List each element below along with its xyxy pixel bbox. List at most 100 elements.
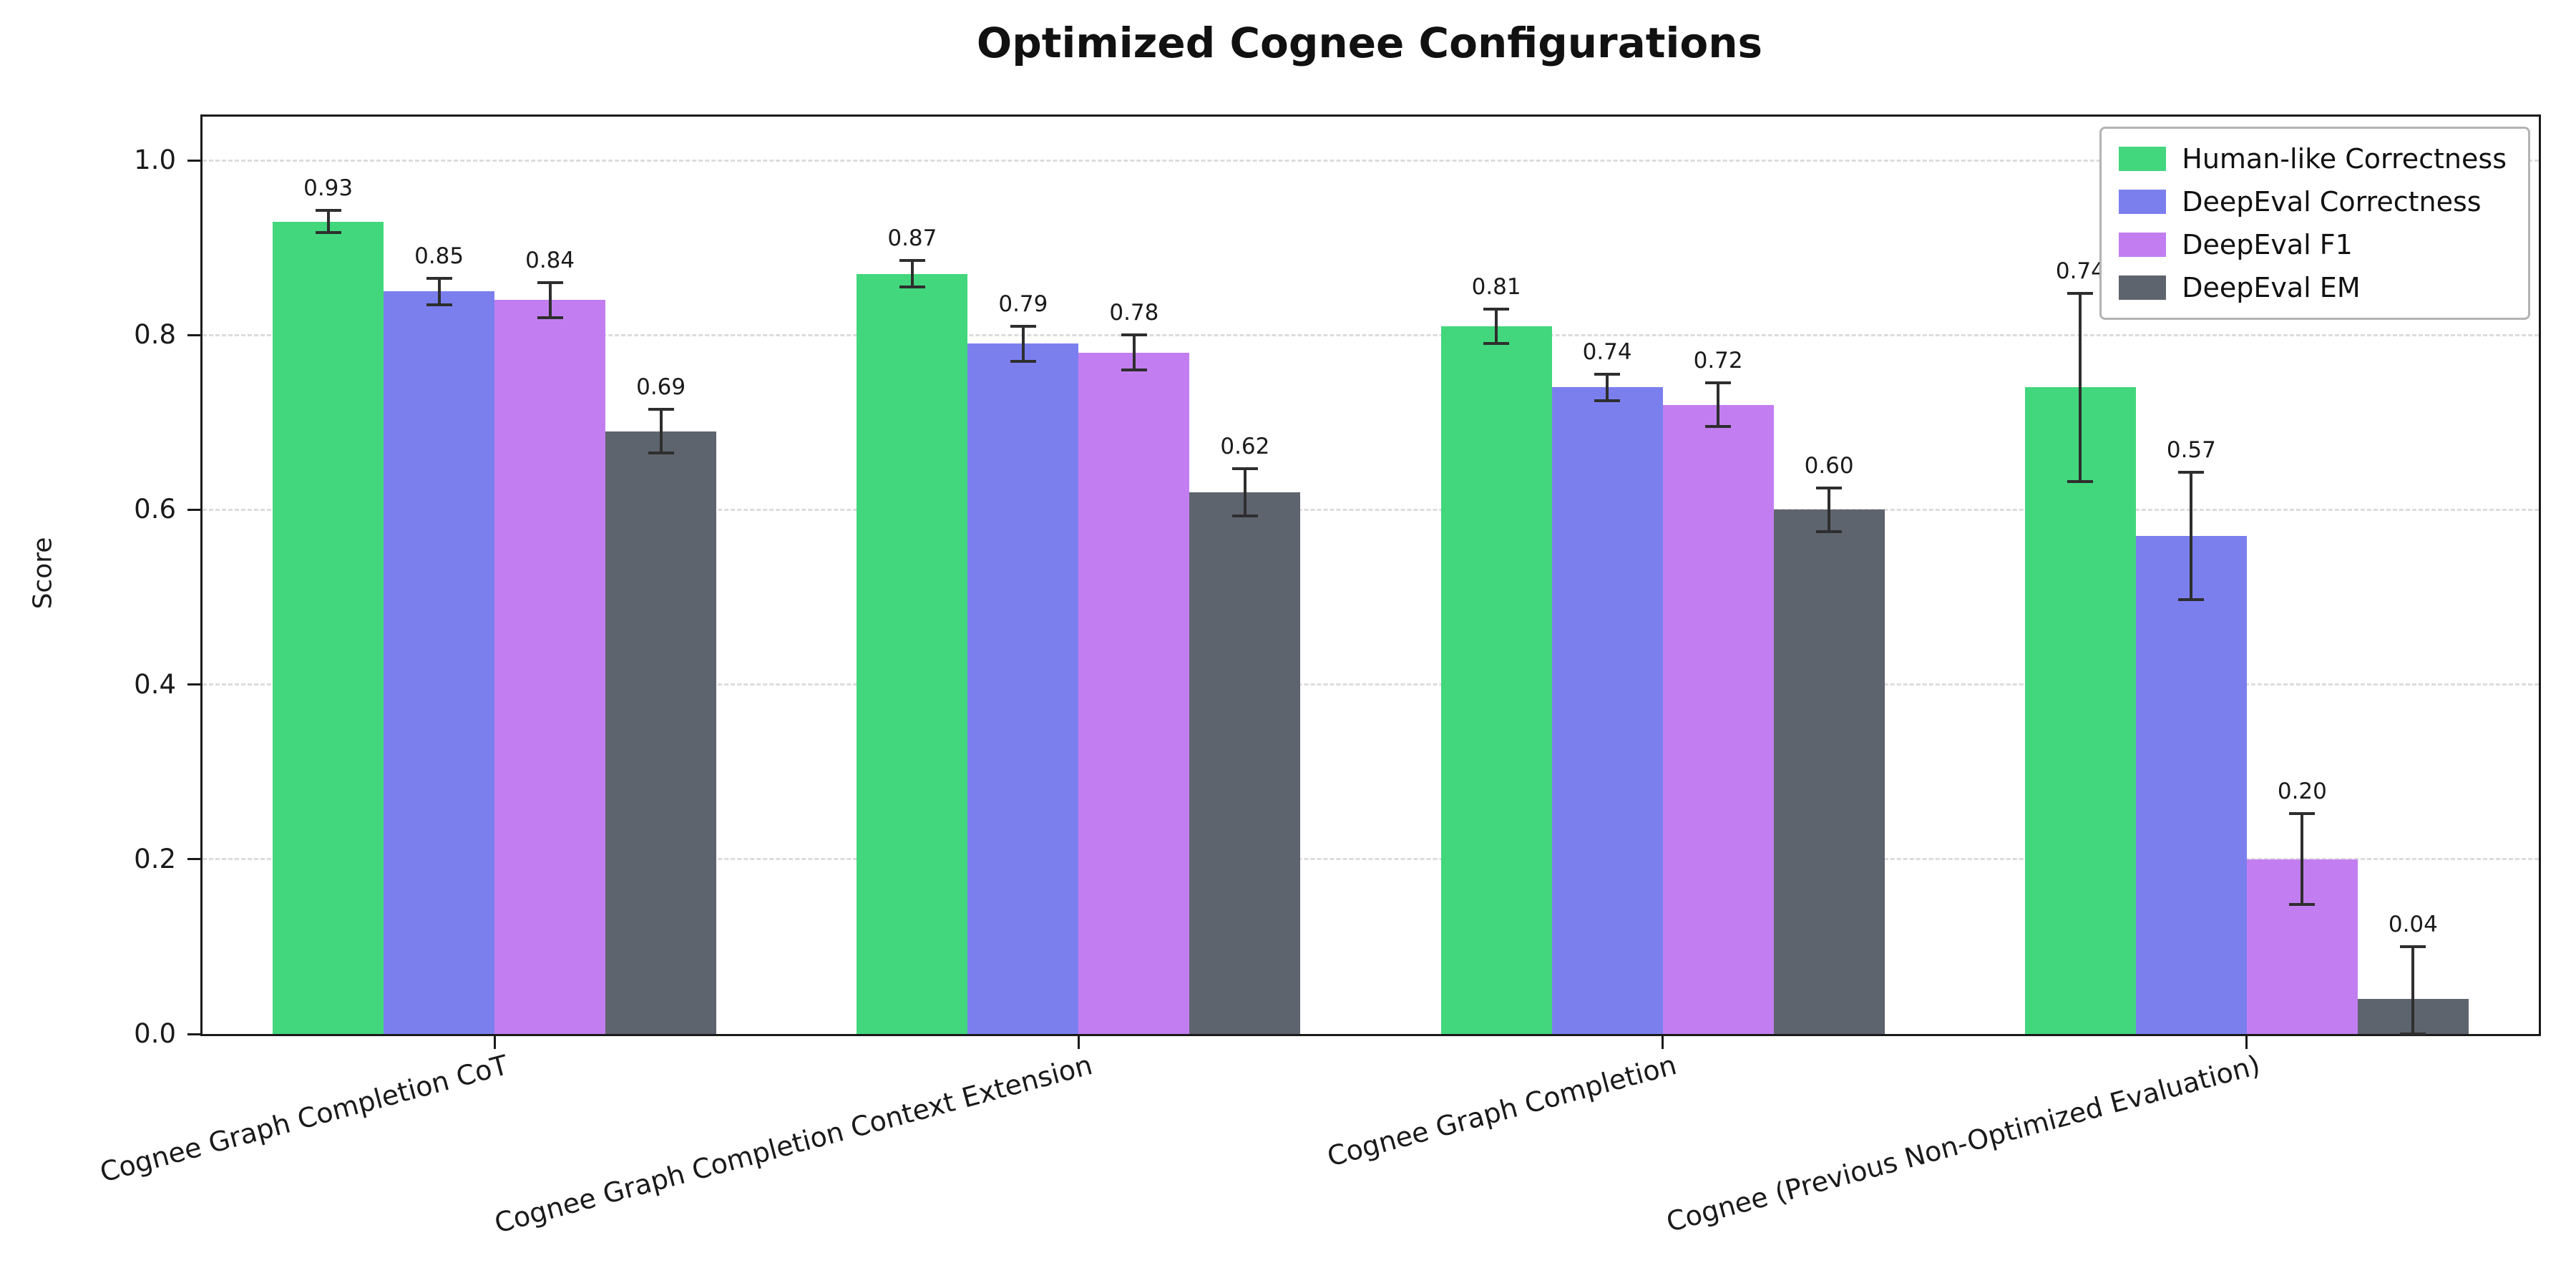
bar bbox=[273, 221, 384, 1034]
error-bar-cap-top bbox=[1705, 381, 1732, 385]
legend-swatch bbox=[2119, 275, 2167, 300]
error-bar-cap-bottom bbox=[315, 231, 341, 235]
x-tick bbox=[1077, 1036, 1080, 1049]
error-bar-cap-top bbox=[2178, 470, 2205, 474]
gridline bbox=[203, 508, 2539, 511]
error-bar bbox=[1021, 326, 1025, 361]
error-bar-cap-bottom bbox=[1231, 514, 1258, 517]
y-tick bbox=[187, 1033, 200, 1035]
bar-value-label: 0.60 bbox=[1804, 452, 1854, 479]
y-tick bbox=[187, 508, 200, 511]
gridline bbox=[203, 159, 2539, 162]
bar bbox=[494, 300, 606, 1034]
x-tick bbox=[493, 1036, 496, 1049]
error-bar-cap-bottom bbox=[1483, 342, 1510, 346]
bar bbox=[1440, 326, 1552, 1034]
error-bar bbox=[1495, 308, 1498, 344]
y-tick-label: 0.2 bbox=[134, 843, 176, 874]
y-axis-label: Score bbox=[28, 537, 58, 610]
legend: Human-like Correctness DeepEval Correctne… bbox=[2099, 127, 2530, 320]
bar-value-label: 0.81 bbox=[1471, 273, 1521, 300]
error-bar-cap-top bbox=[1594, 373, 1621, 376]
error-bar bbox=[1243, 469, 1246, 516]
error-bar-cap-top bbox=[315, 208, 341, 212]
legend-item: DeepEval Correctness bbox=[2119, 186, 2507, 218]
x-tick bbox=[2245, 1036, 2248, 1049]
error-bar-cap-top bbox=[537, 280, 563, 284]
legend-swatch bbox=[2119, 233, 2167, 257]
bar-value-label: 0.87 bbox=[887, 225, 937, 252]
error-bar-cap-top bbox=[1010, 325, 1036, 328]
plot-area: 0.93 0.85 0.84 0.69 0.87 0.79 0.78 0.62 0.81 0.74… bbox=[200, 114, 2541, 1036]
error-bar-cap-bottom bbox=[1594, 399, 1621, 402]
error-bar bbox=[659, 409, 663, 454]
chart-title: Optimized Cognee Configurations bbox=[976, 19, 1763, 67]
error-bar-cap-top bbox=[1231, 467, 1258, 471]
y-tick-label: 0.8 bbox=[134, 319, 176, 351]
error-bar bbox=[2301, 814, 2304, 905]
error-bar bbox=[1828, 487, 1831, 532]
bar bbox=[1773, 509, 1885, 1034]
error-bar-cap-top bbox=[648, 408, 674, 411]
bar-value-label: 0.84 bbox=[525, 247, 575, 273]
y-tick-label: 1.0 bbox=[134, 145, 176, 176]
error-bar-cap-bottom bbox=[537, 316, 563, 319]
gridline bbox=[203, 683, 2539, 686]
error-bar-cap-top bbox=[899, 259, 925, 263]
gridline bbox=[203, 333, 2539, 336]
x-tick-label: Cognee Graph Completion Context Extensio… bbox=[491, 1049, 1096, 1239]
x-tick-label: Cognee Graph Completion CoT bbox=[96, 1049, 512, 1189]
error-bar bbox=[437, 278, 441, 305]
error-bar-cap-bottom bbox=[648, 452, 674, 455]
y-tick-label: 0.6 bbox=[134, 494, 176, 525]
bar-value-label: 0.20 bbox=[2277, 779, 2327, 805]
error-bar bbox=[2190, 472, 2193, 600]
bar-value-label: 0.72 bbox=[1693, 348, 1743, 374]
bar bbox=[384, 291, 495, 1034]
bar-value-label: 0.62 bbox=[1220, 434, 1270, 460]
error-bar bbox=[1606, 374, 1609, 401]
legend-item: DeepEval F1 bbox=[2119, 229, 2507, 260]
legend-label: DeepEval F1 bbox=[2182, 229, 2353, 260]
legend-swatch bbox=[2119, 147, 2167, 171]
y-tick bbox=[187, 858, 200, 861]
bar-value-label: 0.74 bbox=[1582, 339, 1632, 366]
error-bar bbox=[910, 260, 914, 288]
bar bbox=[2024, 387, 2136, 1034]
legend-label: Human-like Correctness bbox=[2182, 143, 2507, 175]
bar bbox=[1078, 352, 1190, 1034]
error-bar-cap-bottom bbox=[1121, 369, 1147, 372]
bar-value-label: 0.85 bbox=[414, 243, 464, 269]
error-bar-cap-bottom bbox=[2400, 1033, 2426, 1035]
y-tick bbox=[187, 333, 200, 336]
bar-value-label: 0.04 bbox=[2388, 911, 2438, 937]
x-tick bbox=[1662, 1036, 1664, 1049]
error-bar bbox=[548, 282, 552, 318]
error-bar bbox=[1132, 335, 1136, 371]
bar-value-label: 0.69 bbox=[636, 374, 686, 401]
error-bar bbox=[326, 210, 330, 233]
bar-value-label: 0.79 bbox=[998, 291, 1048, 318]
error-bar-cap-top bbox=[1121, 333, 1147, 337]
error-bar-cap-top bbox=[2067, 291, 2094, 295]
legend-swatch bbox=[2119, 190, 2167, 214]
error-bar-cap-bottom bbox=[1010, 359, 1036, 363]
error-bar bbox=[2079, 293, 2082, 482]
bar bbox=[967, 343, 1079, 1034]
gridline bbox=[203, 858, 2539, 861]
legend-item: DeepEval EM bbox=[2119, 272, 2507, 303]
error-bar-cap-top bbox=[2400, 945, 2426, 948]
error-bar-cap-top bbox=[1816, 486, 1843, 489]
bar-value-label: 0.78 bbox=[1109, 300, 1159, 326]
x-tick-label: Cognee (Previous Non-Optimized Evaluatio… bbox=[1663, 1049, 2264, 1239]
error-bar-cap-bottom bbox=[2067, 480, 2094, 484]
error-bar-cap-bottom bbox=[1816, 530, 1843, 533]
bar bbox=[1189, 492, 1301, 1034]
bar-value-label: 0.74 bbox=[2055, 258, 2105, 284]
bar bbox=[1662, 404, 1774, 1034]
error-bar-cap-top bbox=[426, 276, 452, 280]
legend-item: Human-like Correctness bbox=[2119, 143, 2507, 175]
y-tick-label: 0.4 bbox=[134, 668, 176, 700]
error-bar-cap-bottom bbox=[2289, 903, 2316, 907]
y-tick bbox=[187, 683, 200, 686]
